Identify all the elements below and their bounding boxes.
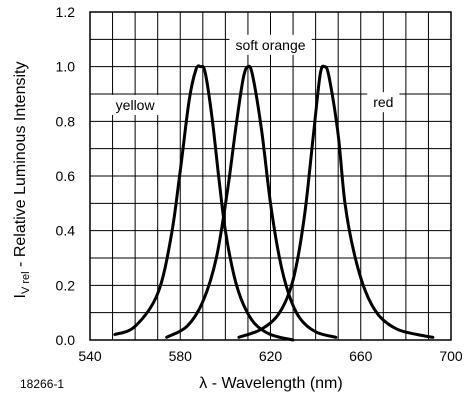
y-tick-label: 0.8 bbox=[56, 113, 76, 129]
x-tick-label: 660 bbox=[349, 348, 373, 364]
y-tick-label: 0.6 bbox=[56, 168, 76, 184]
y-tick-label: 0.0 bbox=[56, 332, 76, 348]
series-label-group: soft orange bbox=[229, 34, 312, 55]
y-tick-label: 0.2 bbox=[56, 277, 76, 293]
y-axis-label: IV rel - Relative Luminous Intensity bbox=[12, 62, 32, 299]
series-line-red bbox=[237, 64, 435, 339]
figure-id: 18266-1 bbox=[20, 377, 64, 391]
series-label-background bbox=[109, 94, 162, 115]
series-line-soft-orange bbox=[165, 64, 338, 339]
plot-frame bbox=[89, 11, 452, 341]
y-tick-label: 1.2 bbox=[56, 4, 76, 20]
x-tick-label: 580 bbox=[169, 348, 193, 364]
curve-layer bbox=[113, 64, 435, 342]
y-tick-label: 0.4 bbox=[56, 223, 76, 239]
x-tick-label: 540 bbox=[78, 348, 102, 364]
series-label-background bbox=[367, 92, 400, 113]
y-tick-label: 1.0 bbox=[56, 59, 76, 75]
series-label-group: yellow bbox=[109, 94, 162, 115]
series-label-group: red bbox=[367, 92, 400, 113]
y-tick-labels: 0.0 0.2 0.4 0.6 0.8 1.0 1.2 bbox=[56, 4, 76, 348]
x-tick-labels: 540 580 620 660 700 bbox=[78, 348, 463, 364]
series-label-soft-orange: soft orange bbox=[235, 37, 305, 53]
y-axis-label-sub: V rel bbox=[20, 271, 32, 294]
y-axis-label-rest: - Relative Luminous Intensity bbox=[12, 62, 29, 272]
grid-layer bbox=[90, 12, 451, 340]
x-axis-label: λ - Wavelength (nm) bbox=[199, 375, 342, 392]
series-line-yellow bbox=[113, 64, 295, 342]
x-tick-label: 620 bbox=[259, 348, 283, 364]
x-tick-label: 700 bbox=[439, 348, 463, 364]
series-label-red: red bbox=[373, 94, 393, 110]
series-label-layer: yellow soft orange red bbox=[109, 34, 400, 115]
y-axis-label-main: I bbox=[12, 294, 29, 298]
series-label-yellow: yellow bbox=[116, 97, 156, 113]
series-label-background bbox=[229, 34, 312, 55]
